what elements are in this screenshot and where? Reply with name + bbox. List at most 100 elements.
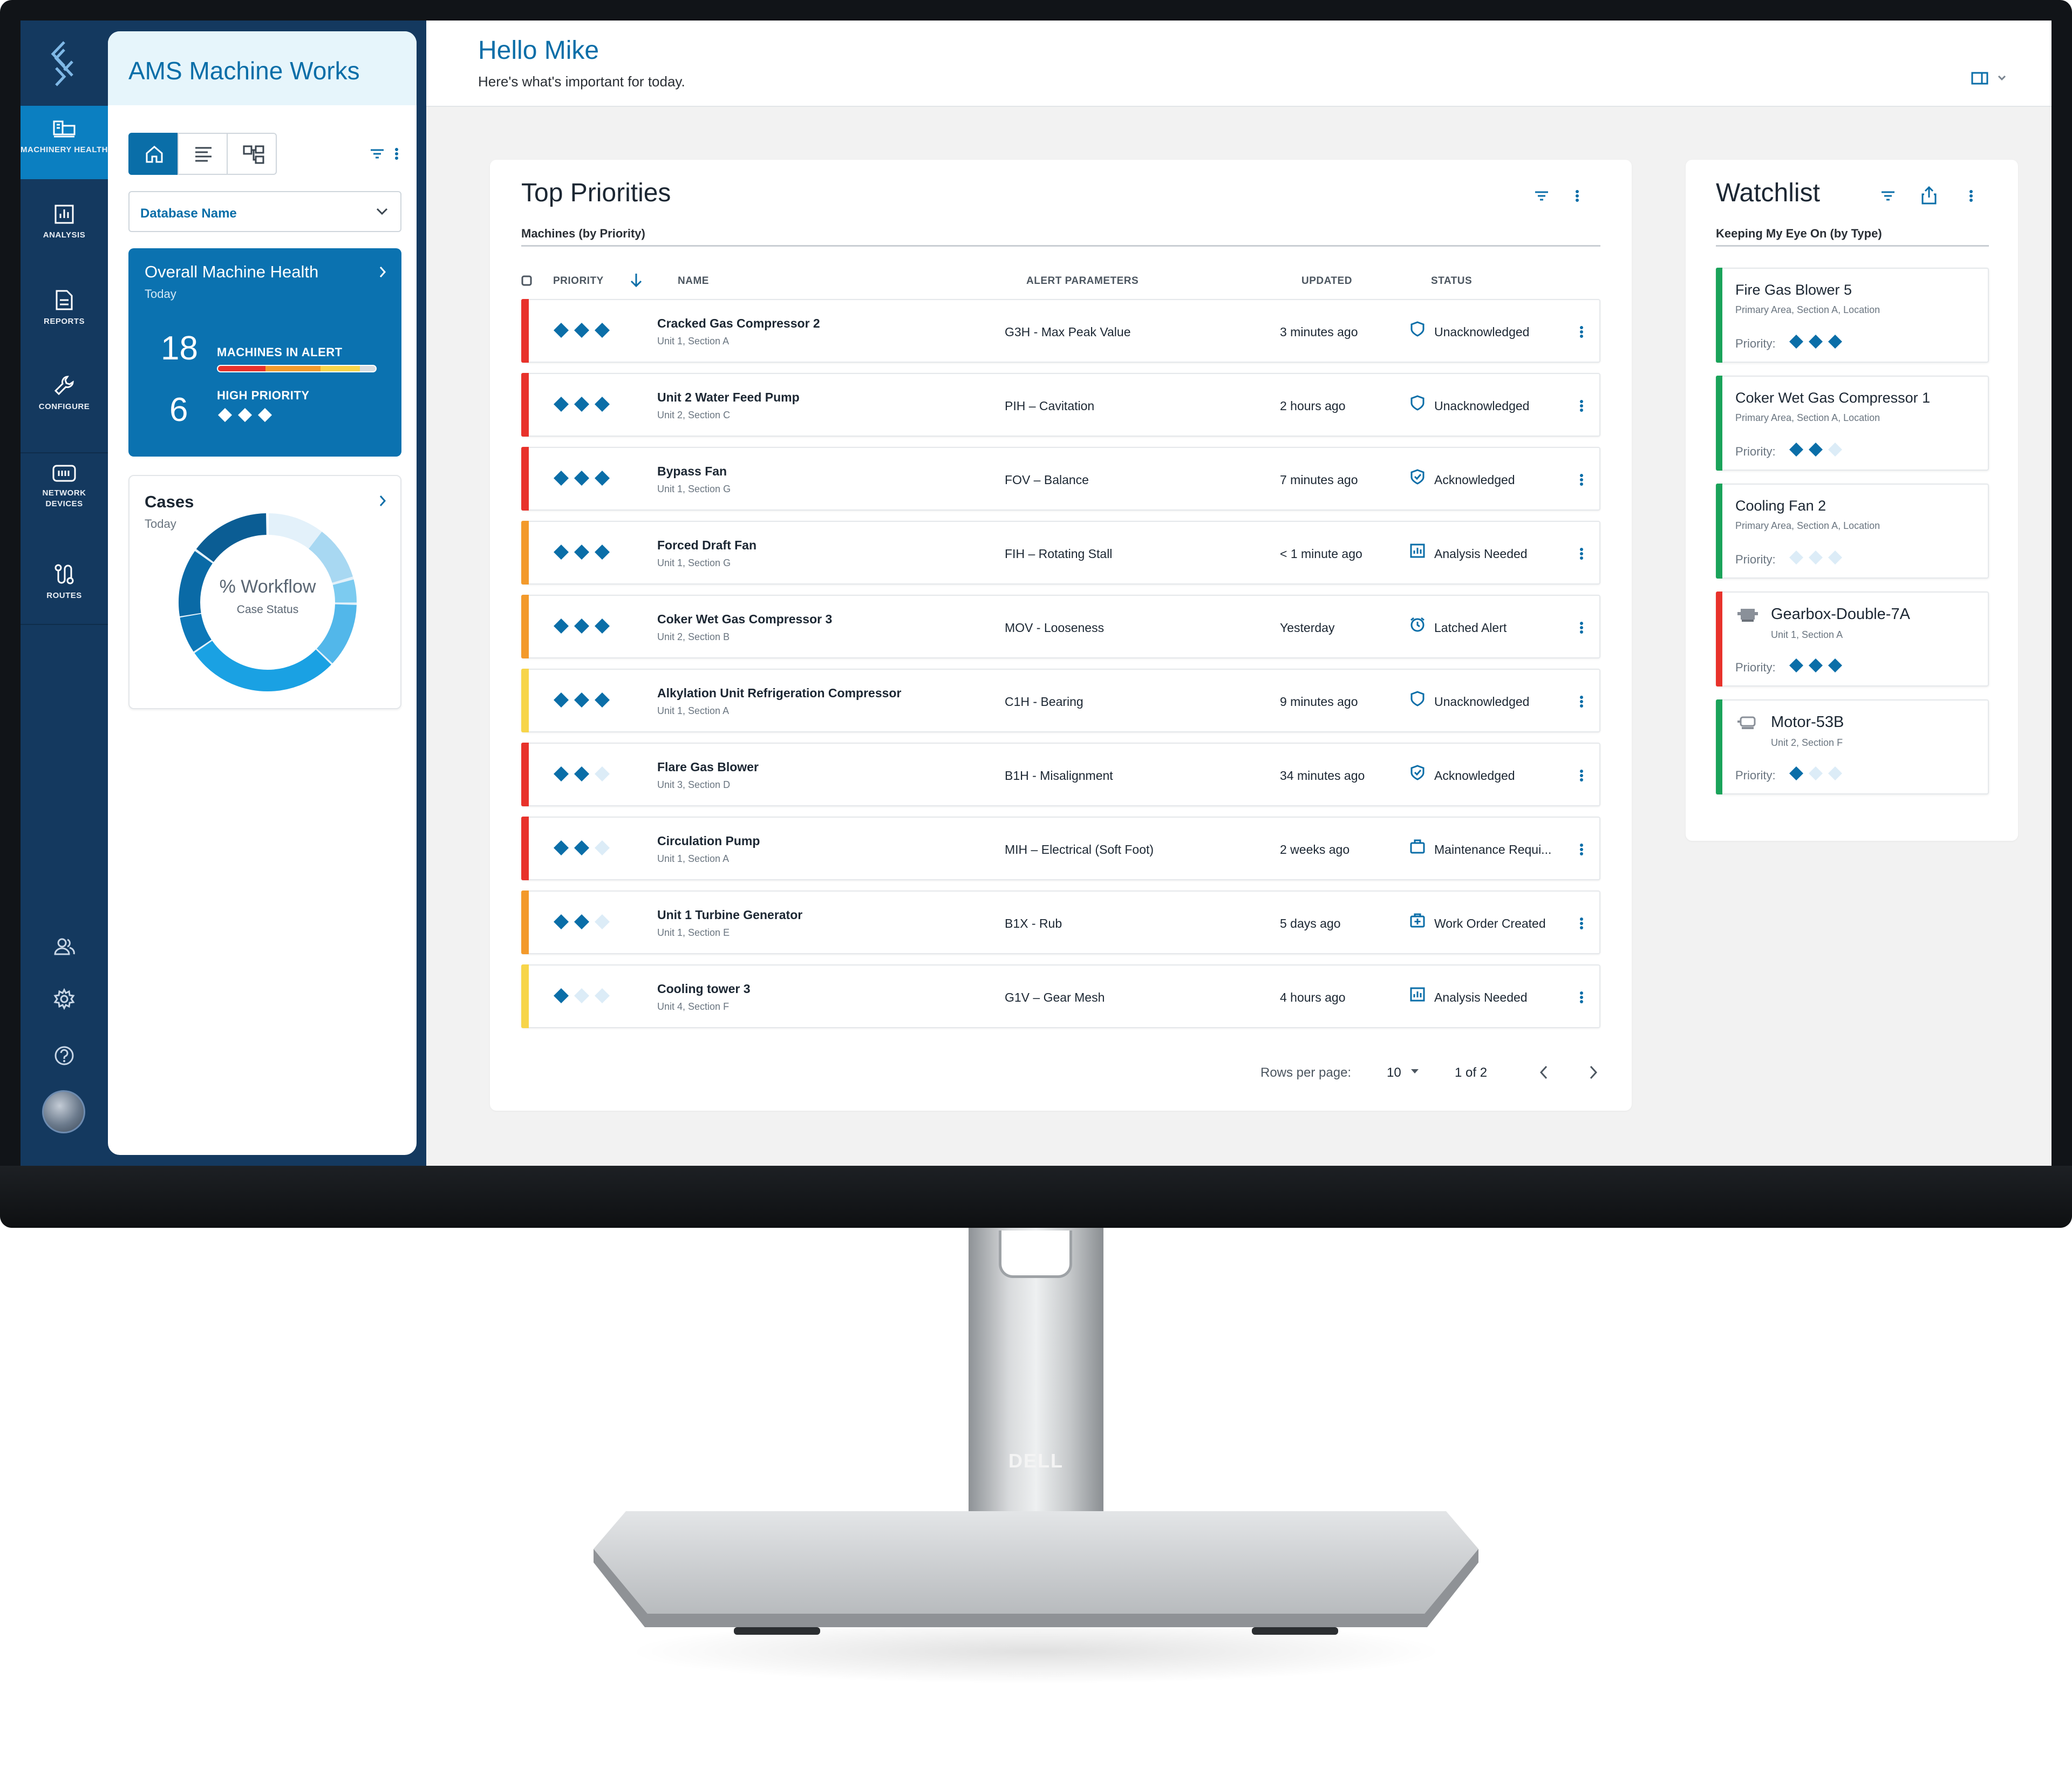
column-header-name[interactable]: NAME: [678, 275, 709, 287]
chevron-right-icon[interactable]: [379, 266, 386, 278]
filter-icon[interactable]: [1880, 188, 1896, 204]
more-vert-icon[interactable]: [1579, 694, 1584, 710]
watchlist-item[interactable]: Motor-53B Unit 2, Section F Priority:: [1716, 699, 1989, 794]
machine-name[interactable]: Unit 1 Turbine Generator: [657, 908, 803, 922]
workflow-donut-chart: [179, 512, 357, 691]
filter-icon[interactable]: [1533, 188, 1550, 204]
machine-name[interactable]: Circulation Pump: [657, 834, 760, 848]
greeting: Hello Mike: [478, 36, 599, 65]
table-row[interactable]: Coker Wet Gas Compressor 3 Unit 2, Sectio…: [521, 595, 1600, 658]
table-row[interactable]: Flare Gas Blower Unit 3, Section D B1H - M…: [521, 743, 1600, 806]
caret-down-icon[interactable]: [1410, 1068, 1420, 1075]
severity-bar: [1716, 699, 1722, 794]
more-vert-icon[interactable]: [1579, 472, 1584, 488]
more-vert-icon[interactable]: [1968, 188, 1974, 204]
watch-item-name[interactable]: Cooling Fan 2: [1735, 498, 1826, 514]
watch-item-location: Primary Area, Section A, Location: [1735, 520, 1880, 531]
watch-item-location: Unit 1, Section A: [1771, 629, 1843, 640]
chevron-right-icon[interactable]: [379, 494, 386, 507]
watch-item-location: Unit 2, Section F: [1771, 737, 1843, 748]
watchlist-item[interactable]: Cooling Fan 2 Primary Area, Section A, Lo…: [1716, 484, 1989, 579]
share-icon[interactable]: [1921, 186, 1937, 205]
table-row[interactable]: Cracked Gas Compressor 2 Unit 1, Section …: [521, 299, 1600, 363]
column-header-alert-parameters[interactable]: ALERT PARAMETERS: [1026, 275, 1139, 287]
machine-name[interactable]: Cooling tower 3: [657, 982, 751, 996]
machine-name[interactable]: Bypass Fan: [657, 464, 727, 478]
rail-item-analysis[interactable]: ANALYSIS: [21, 204, 108, 241]
column-header-priority[interactable]: PRIORITY: [553, 275, 604, 287]
machine-name[interactable]: Alkylation Unit Refrigeration Compressor: [657, 686, 902, 700]
severity-bar: [521, 447, 529, 511]
severity-bar: [1716, 376, 1722, 471]
more-vert-icon[interactable]: [1579, 546, 1584, 562]
avatar[interactable]: [42, 1090, 85, 1133]
table-row[interactable]: Unit 1 Turbine Generator Unit 1, Section …: [521, 891, 1600, 954]
more-vert-icon[interactable]: [1579, 398, 1584, 414]
select-all-checkbox[interactable]: [521, 275, 532, 286]
watchlist-item[interactable]: Gearbox-Double-7A Unit 1, Section A Priori…: [1716, 592, 1989, 687]
watchlist-item[interactable]: Fire Gas Blower 5 Primary Area, Section A…: [1716, 268, 1989, 363]
layout-panel-icon[interactable]: [1971, 70, 2012, 85]
machinery-health-icon: [53, 120, 76, 138]
page-header: Hello Mike Here's what's important for t…: [426, 21, 2051, 107]
watch-item-name[interactable]: Coker Wet Gas Compressor 1: [1735, 390, 1931, 406]
table-row[interactable]: Alkylation Unit Refrigeration Compressor…: [521, 669, 1600, 732]
watchlist-item[interactable]: Coker Wet Gas Compressor 1 Primary Area, …: [1716, 376, 1989, 471]
rows-per-page-select[interactable]: 10: [1387, 1065, 1401, 1080]
view-hierarchy-button[interactable]: [227, 133, 277, 175]
more-vert-icon[interactable]: [1579, 915, 1584, 932]
column-header-updated[interactable]: UPDATED: [1301, 275, 1352, 287]
more-vert-icon[interactable]: [1579, 767, 1584, 784]
alert-parameter: B1X - Rub: [1005, 916, 1062, 930]
view-list-button[interactable]: [178, 133, 228, 175]
machine-name[interactable]: Unit 2 Water Feed Pump: [657, 390, 800, 404]
machine-name[interactable]: Coker Wet Gas Compressor 3: [657, 612, 833, 626]
machine-name[interactable]: Flare Gas Blower: [657, 760, 759, 774]
more-vert-icon[interactable]: [1579, 841, 1584, 858]
priority-diamonds-icon: [1789, 766, 1842, 780]
gear-icon[interactable]: [53, 988, 75, 1010]
watch-item-name[interactable]: Fire Gas Blower 5: [1735, 282, 1852, 298]
divider: [521, 245, 1600, 247]
filter-icon[interactable]: [369, 146, 385, 162]
priority-cell: [554, 397, 610, 414]
rail-item-reports[interactable]: REPORTS: [21, 289, 108, 327]
rail-item-machinery-health[interactable]: MACHINERY HEALTH: [21, 106, 108, 179]
watch-item-name[interactable]: Motor-53B: [1771, 713, 1844, 731]
chevron-left-icon[interactable]: [1539, 1064, 1549, 1080]
rail-item-configure[interactable]: CONFIGURE: [21, 375, 108, 412]
more-vert-icon[interactable]: [1579, 324, 1584, 340]
help-icon[interactable]: [53, 1045, 75, 1066]
table-row[interactable]: Cooling tower 3 Unit 4, Section F G1V – Ge…: [521, 964, 1600, 1028]
machine-name[interactable]: Forced Draft Fan: [657, 538, 757, 552]
more-vert-icon[interactable]: [1579, 620, 1584, 636]
rail-item-network-devices[interactable]: NETWORK DEVICES: [21, 464, 108, 509]
priority-diamonds-icon: [554, 692, 610, 708]
chevron-right-icon[interactable]: [1589, 1064, 1598, 1080]
sort-arrow-down-icon[interactable]: [629, 272, 643, 288]
watch-item-name[interactable]: Gearbox-Double-7A: [1771, 606, 1910, 623]
rail-item-routes[interactable]: ROUTES: [21, 563, 108, 601]
priority-cell: [1789, 335, 1842, 351]
table-row[interactable]: Bypass Fan Unit 1, Section G FOV – Balance…: [521, 447, 1600, 511]
database-select[interactable]: Database Name: [128, 191, 401, 232]
alert-bar-segment: [359, 366, 376, 371]
machine-name[interactable]: Cracked Gas Compressor 2: [657, 316, 820, 330]
table-row[interactable]: Unit 2 Water Feed Pump Unit 2, Section C P…: [521, 373, 1600, 437]
rail-divider: [21, 624, 108, 625]
priority-cell: [554, 692, 610, 710]
machine-health-card[interactable]: Overall Machine Health Today 18 MACHINES…: [128, 248, 401, 457]
column-header-status[interactable]: STATUS: [1431, 275, 1473, 287]
severity-bar: [521, 521, 529, 584]
table-row[interactable]: Forced Draft Fan Unit 1, Section G FIH – R…: [521, 521, 1600, 584]
cases-subtitle: Today: [145, 517, 176, 531]
table-row[interactable]: Circulation Pump Unit 1, Section A MIH – E…: [521, 817, 1600, 880]
more-vert-icon[interactable]: [1575, 188, 1580, 204]
more-vert-icon[interactable]: [394, 146, 399, 162]
users-icon[interactable]: [53, 936, 75, 957]
more-vert-icon[interactable]: [1579, 989, 1584, 1005]
view-home-button[interactable]: [128, 133, 179, 175]
updated-time: 9 minutes ago: [1280, 695, 1358, 709]
high-priority-count: 6: [169, 391, 188, 429]
cases-card[interactable]: Cases Today % Workflow Cas: [128, 475, 401, 709]
